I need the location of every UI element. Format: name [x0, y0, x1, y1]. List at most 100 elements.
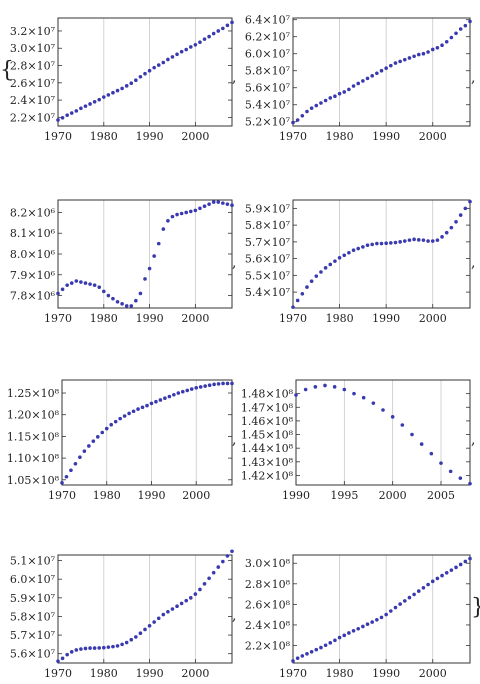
- data-point: [393, 61, 398, 65]
- y-tick-label: 2.2×10⁷: [10, 111, 56, 124]
- data-point: [426, 582, 430, 587]
- x-tick-label: 1990: [372, 312, 400, 325]
- plot-frame: [295, 379, 471, 486]
- data-point: [184, 47, 189, 52]
- data-point: [64, 474, 69, 479]
- data-point: [398, 602, 402, 606]
- data-point: [342, 253, 347, 258]
- data-point: [400, 423, 405, 427]
- data-point: [104, 426, 109, 431]
- y-tick-label: 7.8×10⁶: [10, 290, 56, 303]
- data-point: [448, 469, 453, 474]
- data-point: [216, 29, 221, 33]
- data-point: [449, 35, 454, 40]
- y-tick-label: 1.44×10⁸: [241, 442, 294, 455]
- data-point: [161, 227, 166, 231]
- y-tick-label: 1.48×10⁸: [241, 388, 294, 401]
- data-point: [328, 641, 333, 645]
- data-point: [60, 481, 64, 485]
- x-tick-label: 2000: [379, 489, 407, 502]
- data-point: [211, 200, 216, 204]
- data-point: [97, 285, 102, 290]
- data-point: [166, 609, 170, 614]
- data-point: [65, 652, 69, 657]
- y-tick-label: 8.2×10⁶: [10, 206, 56, 219]
- data-point: [333, 259, 337, 263]
- data-point: [56, 659, 60, 663]
- data-point: [170, 607, 175, 611]
- data-point: [356, 81, 361, 86]
- y-tick-label: 5.7×10⁷: [245, 236, 291, 249]
- data-point: [154, 399, 158, 404]
- y-tick-label: 3.0×10⁸: [245, 557, 291, 570]
- data-point: [468, 199, 472, 204]
- x-tick-label: 1970: [44, 130, 72, 143]
- y-tick-label: 6.0×10⁷: [10, 573, 56, 586]
- open-brace: {: [0, 58, 14, 83]
- data-point: [361, 79, 365, 83]
- data-point: [291, 659, 295, 663]
- data-point: [389, 63, 393, 68]
- data-point: [179, 49, 184, 54]
- plot-frame: [61, 379, 233, 486]
- y-tick-label: 3.2×10⁷: [10, 25, 56, 38]
- data-point: [127, 411, 131, 416]
- data-point: [156, 63, 161, 67]
- y-tick-label: 2.4×10⁷: [10, 94, 56, 107]
- data-point: [430, 239, 435, 243]
- data-point: [175, 52, 179, 57]
- data-point: [379, 241, 384, 246]
- y-tick-label: 7.9×10⁶: [10, 269, 56, 282]
- data-point: [370, 242, 374, 247]
- data-point: [291, 305, 295, 309]
- data-point: [230, 203, 234, 207]
- data-point: [361, 395, 366, 400]
- data-point: [115, 299, 120, 304]
- y-tick-label: 2.8×10⁸: [245, 578, 291, 591]
- x-tick-label: 2000: [419, 130, 447, 143]
- data-point: [444, 230, 449, 235]
- data-point: [136, 407, 140, 411]
- y-tick-label: 5.9×10⁷: [10, 592, 56, 605]
- data-point: [421, 586, 426, 590]
- data-point: [83, 646, 88, 651]
- data-point: [69, 111, 74, 115]
- data-point: [145, 403, 149, 408]
- data-point: [69, 650, 74, 654]
- data-point: [356, 246, 361, 251]
- data-point: [468, 481, 472, 486]
- data-point: [193, 592, 198, 596]
- data-point: [313, 385, 318, 389]
- data-point: [375, 618, 379, 622]
- y-tick-label: 5.9×10⁷: [245, 202, 291, 215]
- data-point: [328, 96, 333, 100]
- data-point: [78, 455, 82, 460]
- data-point: [140, 405, 145, 410]
- data-point: [189, 387, 194, 391]
- data-point: [309, 106, 314, 110]
- data-point: [101, 645, 106, 650]
- data-point: [225, 202, 230, 206]
- data-point: [91, 439, 96, 443]
- y-tick-label: 2.6×10⁷: [10, 77, 56, 90]
- data-point: [120, 86, 124, 91]
- data-point: [337, 91, 342, 96]
- data-point: [356, 626, 361, 631]
- y-tick-label: 5.6×10⁷: [245, 82, 291, 95]
- data-point: [351, 84, 356, 88]
- y-tick-label: 5.8×10⁷: [245, 65, 291, 78]
- data-point: [79, 280, 83, 284]
- data-point: [314, 647, 319, 652]
- x-tick-label: 1970: [48, 489, 76, 502]
- data-point: [115, 644, 120, 648]
- data-point: [161, 60, 166, 65]
- close-brace: }: [471, 595, 480, 620]
- data-point: [333, 638, 337, 643]
- y-tick-label: 2.6×10⁸: [245, 598, 291, 611]
- data-point: [430, 47, 435, 52]
- data-point: [444, 40, 449, 44]
- data-point: [175, 604, 179, 609]
- data-point: [184, 210, 189, 215]
- list-separator-comma: ,: [232, 70, 237, 86]
- data-point: [176, 391, 181, 395]
